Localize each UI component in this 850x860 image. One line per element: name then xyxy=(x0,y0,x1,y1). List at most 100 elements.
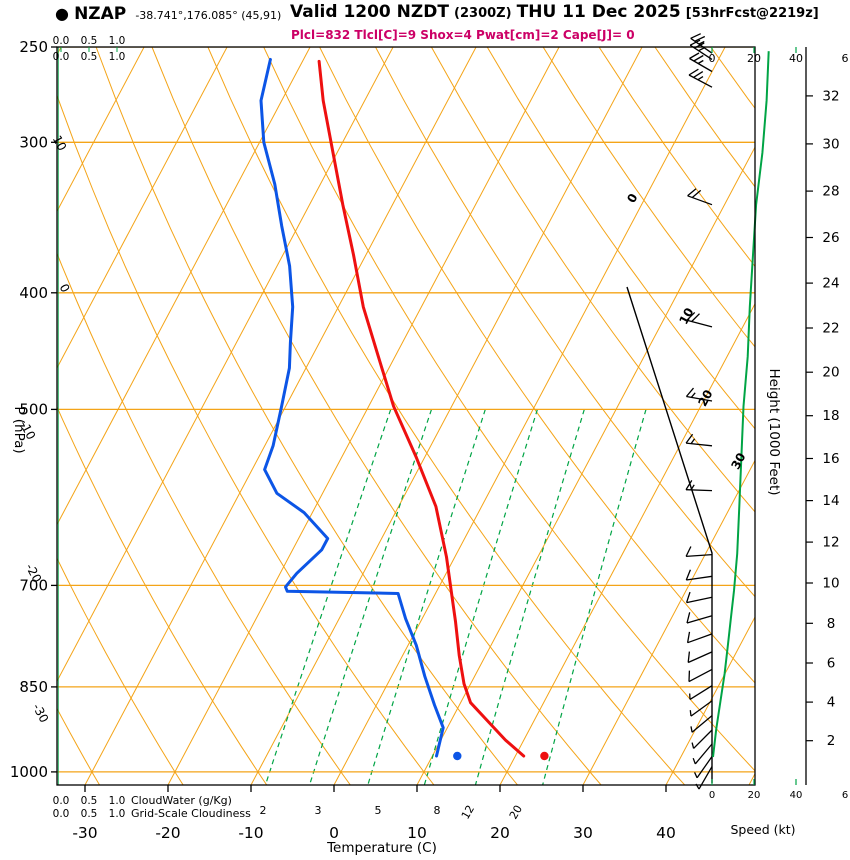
height-tick-label: 24 xyxy=(822,276,839,292)
wind-barb xyxy=(687,651,713,664)
wind-barb xyxy=(690,33,713,54)
wind-barb xyxy=(685,433,713,447)
cloudiness-legend: Grid-Scale Cloudiness xyxy=(131,807,251,820)
wind-barb xyxy=(685,546,713,558)
wind-barb xyxy=(685,387,713,402)
speed-tick-label: 40 xyxy=(789,52,803,65)
height-tick-label: 26 xyxy=(822,230,839,246)
height-tick-label: 32 xyxy=(822,88,839,104)
pressure-tick-label: 700 xyxy=(19,576,48,594)
height-tick-label: 2 xyxy=(827,733,836,749)
temperature-tick-label: -30 xyxy=(72,824,97,842)
height-tick-label: 22 xyxy=(822,321,839,337)
cloudiness-scale-tick: 0.5 xyxy=(81,808,98,820)
wind-barb xyxy=(687,188,713,206)
wind-barb xyxy=(688,668,713,683)
speed-tick-label: 20 xyxy=(747,52,761,65)
temperature-tick-label: 40 xyxy=(656,824,676,842)
temperature-tick-label: 10 xyxy=(407,824,427,842)
isotherm-label: 10 xyxy=(676,305,696,326)
cloudwater-scale-tick: 1.0 xyxy=(109,795,126,807)
height-tick-label: 30 xyxy=(822,136,839,152)
temperature-tick-label: 20 xyxy=(490,824,510,842)
valid-zulu: (2300Z) xyxy=(454,6,512,21)
speed-tick-label: 0 xyxy=(709,52,716,65)
isotherms xyxy=(57,47,755,785)
mixing-ratio-label: 3 xyxy=(315,804,322,817)
valid-date: THU 11 Dec 2025 xyxy=(516,2,681,22)
cloudwater-scale-tick: 0.5 xyxy=(81,795,98,807)
pressure-axis-title: P (hPa) xyxy=(11,406,27,453)
valid-time-row: Valid 1200 NZDT (2300Z) THU 11 Dec 2025 … xyxy=(290,2,819,22)
cloudiness-scale-tick: 0.5 xyxy=(81,51,98,63)
cloudiness-scale-tick: 1.0 xyxy=(109,808,126,820)
pressure-tick-label: 1000 xyxy=(10,763,48,781)
cloudiness-scale-tick: 0.0 xyxy=(53,808,70,820)
temperature-tick-label: 0 xyxy=(329,824,339,842)
mixing-ratio-label: 2 xyxy=(260,804,267,817)
dewpoint-curve xyxy=(259,57,445,758)
wind-barb xyxy=(685,480,713,492)
isotherm-label: 20 xyxy=(695,387,715,408)
station-id: NZAP xyxy=(74,4,127,24)
wind-barbs xyxy=(685,33,713,790)
height-tick-label: 6 xyxy=(827,656,836,672)
wind-barb xyxy=(695,766,713,790)
cloudwater-scale-tick: 0.5 xyxy=(81,35,98,47)
mixing-ratio-label: 5 xyxy=(375,804,382,817)
cloud-scales: 0.00.00.00.00.50.50.50.51.01.01.01.0Clou… xyxy=(53,35,251,820)
height-tick-label: 12 xyxy=(822,535,839,551)
isotherm-label: 0 xyxy=(624,191,640,205)
forecast-tag: [53hrFcst@2219z] xyxy=(685,6,819,21)
speed-tick-label: 20 xyxy=(748,790,761,801)
background-lines xyxy=(57,47,755,785)
speed-scale-extra: 6 xyxy=(842,790,848,801)
stability-indices: Plcl=832 Tlcl[C]=9 Shox=4 Pwat[cm]=2 Cap… xyxy=(291,28,635,42)
pressure-tick-label: 500 xyxy=(19,400,48,418)
station-coords: -38.741°,176.085° (45,91) xyxy=(135,9,282,22)
cloudwater-scale-tick: 1.0 xyxy=(109,35,126,47)
wind-barb xyxy=(690,715,713,733)
surface-dewpoint-dot xyxy=(453,751,462,761)
surface-temperature-dot xyxy=(540,751,549,761)
isotherm-label: 30 xyxy=(728,450,748,471)
wind-barb xyxy=(692,743,713,765)
dry-adiabats xyxy=(57,47,755,785)
wind-barb xyxy=(688,68,713,88)
temperature-tick-label: 30 xyxy=(573,824,593,842)
speed-tick-label: 40 xyxy=(790,790,803,801)
cloudiness-scale-tick: 1.0 xyxy=(109,51,126,63)
wind-speed-profile xyxy=(712,51,770,758)
station-bullet-icon: ● xyxy=(55,4,69,23)
speed-axis-title: Speed (kt) xyxy=(730,822,795,837)
cloudwater-scale-tick: 0.0 xyxy=(53,35,70,47)
mixing-ratio-label: 20 xyxy=(507,803,525,822)
speed-scale: 0 0 20 20 40 40 6 6 Speed (kt) xyxy=(709,47,849,837)
wind-barb xyxy=(685,591,713,604)
pressure-tick-label: 300 xyxy=(19,133,48,151)
wind-barb xyxy=(686,612,713,624)
height-tick-label: 16 xyxy=(822,451,839,467)
height-axis-title: Height (1000 Feet) xyxy=(766,368,782,495)
pressure-tick-label: 250 xyxy=(19,38,48,56)
height-tick-label: 8 xyxy=(827,616,836,632)
height-tick-label: 18 xyxy=(822,408,839,424)
height-tick-label: 20 xyxy=(822,365,839,381)
station-block: ● NZAP -38.741°,176.085° (45,91) xyxy=(55,4,281,24)
pressure-gridlines xyxy=(57,47,755,773)
temperature-tick-label: -10 xyxy=(238,824,263,842)
plot-border xyxy=(56,46,756,786)
wind-barb xyxy=(689,700,713,717)
wind-barb xyxy=(686,311,713,328)
temperature-tick-label: -20 xyxy=(155,824,180,842)
wind-barb xyxy=(689,685,713,700)
wind-barb xyxy=(694,756,713,779)
wind-staff-axis xyxy=(626,286,713,783)
mixing-ratio-label: 12 xyxy=(459,803,477,822)
header: ● NZAP -38.741°,176.085° (45,91) Valid 1… xyxy=(0,0,850,46)
wind-barb xyxy=(685,569,713,581)
temperature-curve xyxy=(317,59,526,758)
